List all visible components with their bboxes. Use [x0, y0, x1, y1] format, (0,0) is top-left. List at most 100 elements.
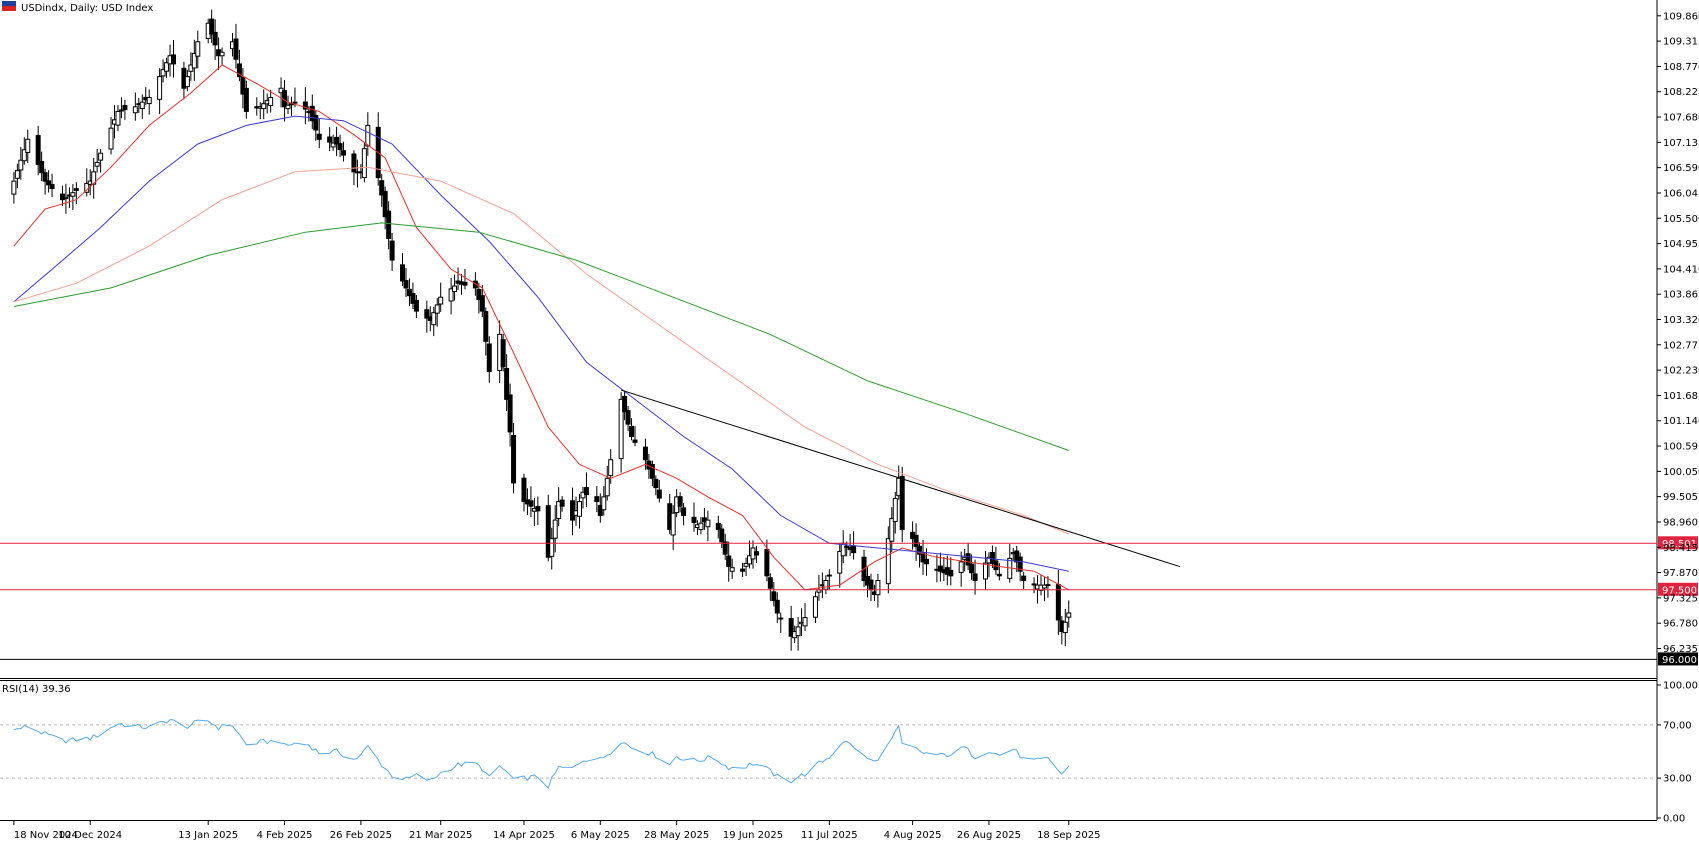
candle [743, 557, 749, 577]
candle [146, 89, 152, 115]
candle [302, 87, 308, 125]
candle [972, 559, 978, 595]
candle [462, 268, 468, 290]
price-tick-label: 97.870 [1663, 568, 1698, 579]
candle [21, 137, 27, 165]
price-tick-label: 103.320 [1663, 315, 1699, 326]
candle [365, 112, 371, 156]
candle [386, 201, 392, 250]
candle [778, 612, 784, 633]
candle [812, 591, 818, 623]
price-tick-label: 100.050 [1663, 467, 1699, 478]
candle [1041, 576, 1047, 602]
candle [601, 486, 607, 516]
candle [171, 40, 176, 78]
candle [132, 92, 138, 121]
candle [70, 184, 76, 210]
price-tick-label: 97.325 [1663, 593, 1698, 604]
candle [233, 23, 239, 69]
candle [653, 475, 659, 496]
candle [788, 605, 794, 651]
candle [747, 540, 753, 569]
candle [826, 569, 832, 590]
date-tick-label: 19 Jun 2025 [723, 830, 783, 841]
candle [740, 562, 746, 578]
candle [969, 554, 975, 580]
candle [1045, 576, 1051, 598]
candle [327, 127, 333, 152]
candle [521, 473, 527, 512]
candle [410, 282, 416, 310]
candle [236, 49, 242, 82]
date-tick-label: 21 Mar 2025 [409, 830, 472, 841]
candle [597, 493, 603, 523]
candle [729, 558, 735, 579]
candle [261, 89, 267, 120]
candle [219, 47, 225, 66]
candle [649, 460, 655, 487]
candle [1066, 600, 1072, 628]
candle [837, 542, 843, 588]
date-tick-label: 18 Nov 2024 [14, 830, 78, 841]
price-tick-label: 101.685 [1663, 391, 1699, 402]
candle [802, 603, 808, 632]
candle [39, 151, 45, 182]
price-tick-label: 109.315 [1663, 37, 1699, 48]
trendline [620, 389, 1180, 568]
price-tick-label: 100.595 [1663, 442, 1699, 453]
moving-average-ma-mid [13, 115, 1069, 572]
candle [476, 282, 482, 314]
candle [118, 97, 124, 119]
rsi-line [13, 719, 1070, 789]
candle [115, 105, 121, 131]
candle [334, 126, 340, 157]
candle [764, 539, 770, 582]
candle [94, 148, 100, 173]
candle [139, 94, 145, 119]
price-tick-label: 105.500 [1663, 214, 1699, 225]
candle [576, 494, 582, 529]
candle [35, 125, 41, 176]
candle [316, 119, 322, 149]
candle [191, 39, 197, 82]
candle [309, 94, 315, 130]
date-tick-label: 6 May 2025 [571, 830, 630, 841]
rsi-tick-label: 30.00 [1663, 774, 1692, 785]
candle [243, 80, 249, 119]
price-tick-label: 102.775 [1663, 340, 1699, 351]
price-tick-label: 108.225 [1663, 87, 1699, 98]
candle [913, 523, 919, 561]
candle [73, 182, 79, 205]
level-price-tag [1658, 652, 1698, 666]
price-tick-label: 108.770 [1663, 62, 1699, 73]
candle [629, 418, 635, 441]
candle [722, 533, 728, 560]
level-price-tag [1658, 582, 1698, 596]
candle [486, 336, 492, 383]
candle [14, 163, 20, 189]
candle [656, 480, 662, 503]
candle [875, 573, 881, 608]
candle [42, 168, 48, 195]
price-tick-label: 96.235 [1663, 644, 1698, 655]
candle [160, 59, 166, 83]
main-plot [0, 9, 1657, 660]
candle [448, 277, 454, 315]
price-tick-label: 106.045 [1663, 188, 1699, 199]
candle [46, 170, 52, 193]
candle [1062, 609, 1068, 647]
candle [622, 390, 628, 421]
date-tick-label: 11 Jul 2025 [801, 830, 858, 841]
price-tick-label: 99.505 [1663, 492, 1698, 503]
price-tick-label: 104.955 [1663, 239, 1699, 250]
level-price-label: 98.501 [1662, 539, 1697, 550]
rsi-tick-label: 0.00 [1663, 814, 1685, 825]
candle [691, 502, 697, 532]
candle [337, 134, 343, 158]
candle [184, 69, 190, 92]
price-tick-label: 102.230 [1663, 366, 1699, 377]
candle [892, 491, 898, 534]
candle [452, 274, 458, 301]
candle [507, 383, 513, 447]
candle [677, 492, 683, 513]
